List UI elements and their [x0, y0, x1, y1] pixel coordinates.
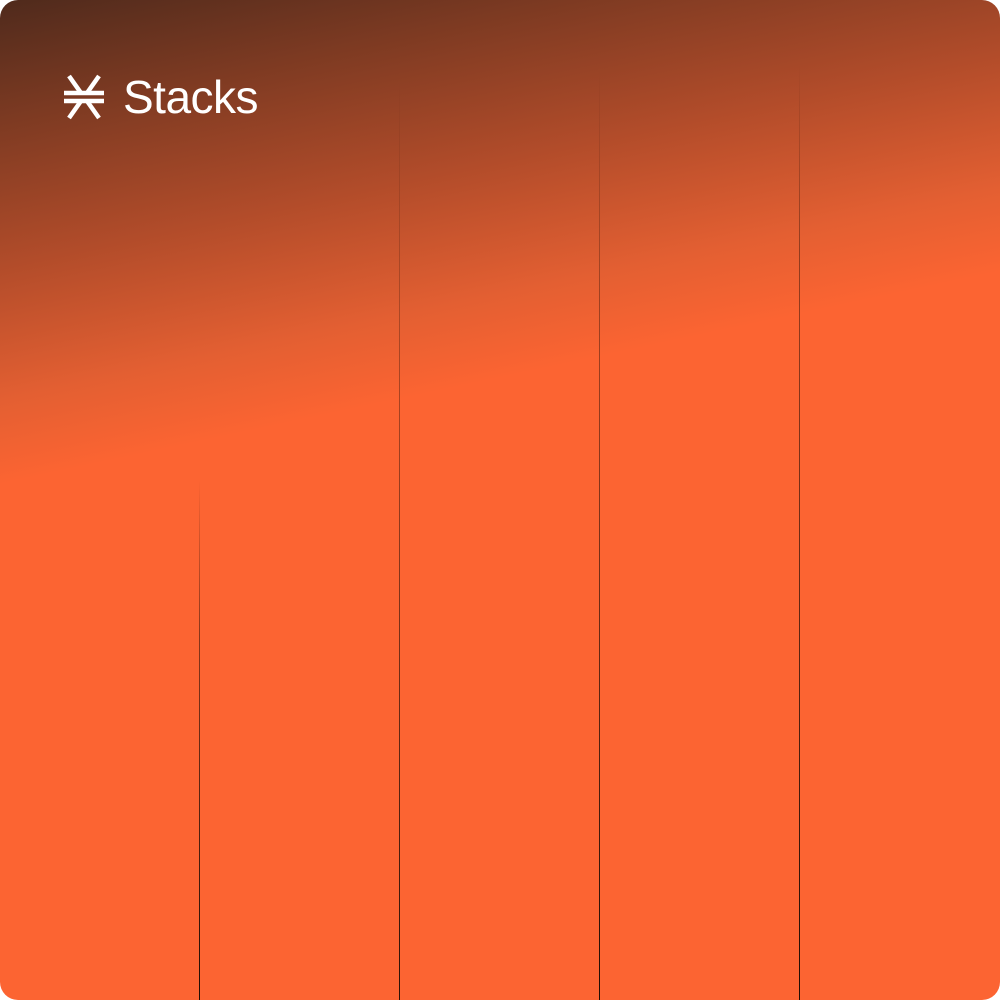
column-divider: [799, 65, 800, 1000]
column-divider: [199, 480, 200, 1000]
stacks-logo-icon: [64, 74, 104, 120]
column-divider: [599, 70, 600, 1000]
brand-name: Stacks: [123, 71, 259, 123]
brand-logo: Stacks: [63, 71, 259, 123]
column-divider: [399, 80, 400, 1000]
